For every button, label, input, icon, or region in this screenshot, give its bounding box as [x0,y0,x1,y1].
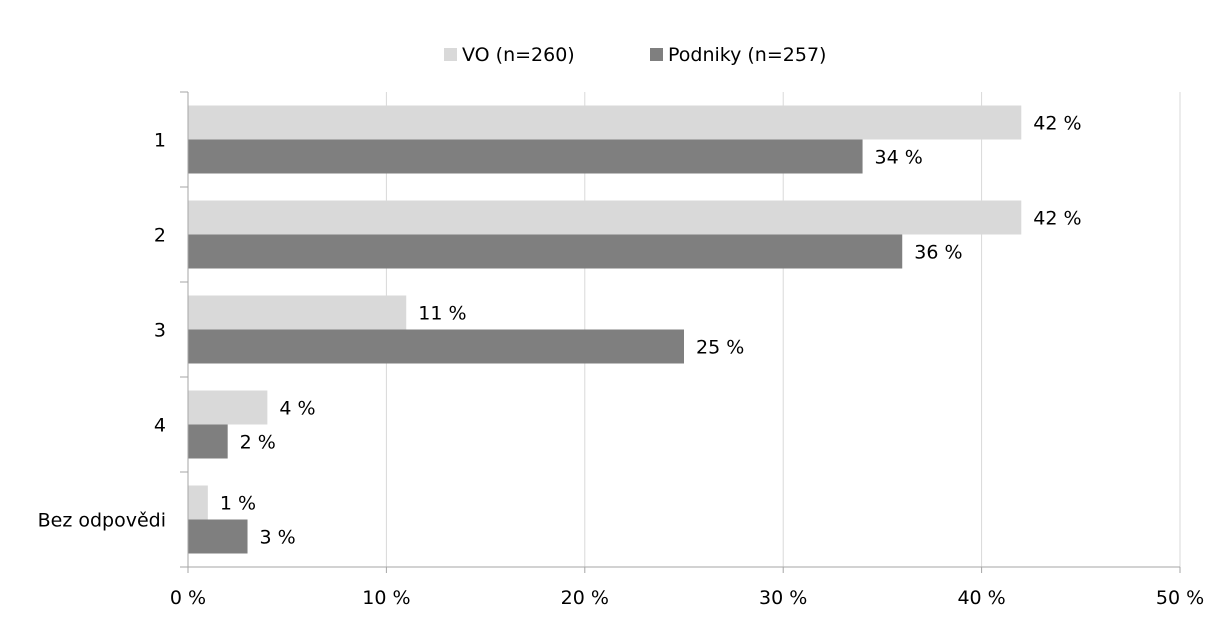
legend-swatch [444,48,457,61]
legend-label: VO (n=260) [462,44,575,66]
data-label: 42 % [1033,113,1081,135]
legend-label: Podniky (n=257) [668,44,826,66]
bar [188,295,407,330]
data-label: 3 % [260,527,296,549]
data-label: 36 % [914,242,962,264]
data-label: 25 % [696,337,744,359]
bars [188,105,1022,554]
data-label: 42 % [1033,208,1081,230]
bar [188,105,1022,140]
bar [188,329,684,364]
category-label: 1 [154,130,166,152]
x-tick-label: 10 % [362,587,410,609]
bar [188,390,268,425]
bar [188,424,228,459]
data-label: 4 % [279,398,315,420]
x-tick-label: 0 % [170,587,206,609]
data-label: 1 % [220,493,256,515]
category-label: 3 [154,320,166,342]
data-label: 2 % [240,432,276,454]
data-labels: 42 % 34 % 42 % 36 % 11 % 25 % 4 %2 % 1 %3 % [220,113,1082,549]
bar [188,519,248,554]
x-tick-label: 30 % [759,587,807,609]
data-label: 11 % [418,303,466,325]
x-tick-label: 40 % [957,587,1005,609]
data-label: 34 % [875,147,923,169]
bar [188,485,208,520]
x-tick-label: 20 % [561,587,609,609]
category-label: 4 [154,415,166,437]
legend: VO (n=260) Podniky (n=257) [444,44,826,66]
category-label: Bez odpovědi [38,510,166,532]
x-tick-label: 50 % [1156,587,1204,609]
bar [188,139,863,174]
category-label: 2 [154,225,166,247]
legend-swatch [650,48,663,61]
bar [188,234,903,269]
bar [188,200,1022,235]
axes: 0 % 10 % 20 % 30 % 40 % 50 % 1 2 3 4 Bez odpovědi [38,91,1204,609]
